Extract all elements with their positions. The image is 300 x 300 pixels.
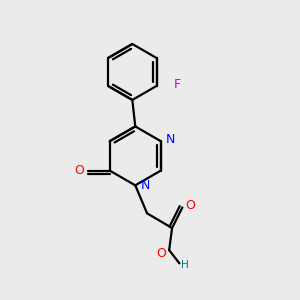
- Text: O: O: [156, 247, 166, 260]
- Text: O: O: [74, 164, 84, 177]
- Text: N: N: [166, 133, 175, 146]
- Text: F: F: [174, 78, 181, 91]
- Text: H: H: [181, 260, 189, 270]
- Text: N: N: [140, 179, 150, 192]
- Text: O: O: [185, 200, 195, 212]
